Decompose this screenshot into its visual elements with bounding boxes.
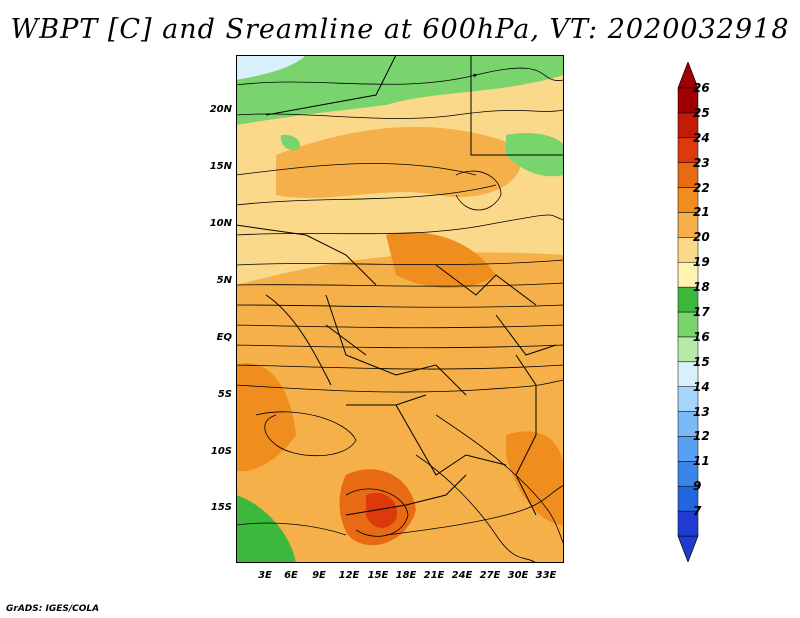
lon-label-6e: 6E xyxy=(284,570,298,581)
lon-label-27e: 27E xyxy=(479,570,501,581)
chart-title: WBPT [C] and Sreamline at 600hPa, VT: 20… xyxy=(10,14,790,45)
lat-label-10s: 10S xyxy=(210,446,232,457)
streamlines xyxy=(236,67,564,563)
colorbar-level-label: 15 xyxy=(693,354,710,369)
lon-label-24e: 24E xyxy=(451,570,473,581)
lon-label-30e: 30E xyxy=(507,570,529,581)
footer-credit: GrADS: IGES/COLA xyxy=(6,604,100,614)
colorbar-level-label: 20 xyxy=(693,230,710,245)
cool-southwest xyxy=(236,495,296,563)
lon-label-18e: 18E xyxy=(395,570,417,581)
lon-label-12e: 12E xyxy=(338,570,360,581)
warm-region-north xyxy=(276,126,522,198)
colorbar xyxy=(670,61,760,563)
hot-core-south xyxy=(366,492,397,528)
cold-northwest xyxy=(236,55,306,80)
cool-north-band xyxy=(236,55,564,125)
colorbar-level-label: 13 xyxy=(693,404,710,419)
colorbar-level-label: 11 xyxy=(693,454,710,469)
lon-label-3e: 3E xyxy=(258,570,272,581)
warm-region xyxy=(236,252,564,563)
colorbar-graphic xyxy=(677,61,699,563)
colorbar-level-label: 26 xyxy=(693,81,710,95)
colorbar-level-label: 23 xyxy=(693,155,710,170)
colorbar-level-label: 9 xyxy=(693,479,702,494)
colorbar-level-label: 18 xyxy=(693,280,710,295)
colorbar-swatch xyxy=(677,87,699,114)
lat-label-15n: 15N xyxy=(209,161,232,172)
country-borders xyxy=(236,55,564,516)
lat-label-5s: 5S xyxy=(217,389,232,400)
warm-core-central xyxy=(386,232,496,289)
colorbar-level-label: 17 xyxy=(693,305,710,319)
warm-east-coast xyxy=(506,431,564,525)
warm-west-coast xyxy=(236,363,296,472)
colorbar-level-label: 12 xyxy=(693,429,710,444)
colorbar-level-label: 7 xyxy=(693,504,702,519)
map-frame xyxy=(236,55,564,563)
lon-label-9e: 9E xyxy=(312,570,326,581)
colorbar-level-label: 22 xyxy=(693,180,710,195)
colorbar-level-label: 21 xyxy=(693,205,710,220)
lat-label-15s: 15S xyxy=(210,502,232,513)
colorbar-level-label: 19 xyxy=(693,255,710,270)
lon-label-33e: 33E xyxy=(535,570,557,581)
colorbar-level-label: 16 xyxy=(693,329,710,344)
lon-label-15e: 15E xyxy=(367,570,389,581)
lat-label-10n: 10N xyxy=(209,218,232,229)
lon-label-21e: 21E xyxy=(423,570,445,581)
lat-label-eq: EQ xyxy=(216,332,232,343)
cool-patch xyxy=(280,134,301,151)
map-panel xyxy=(236,55,564,563)
colorbar-level-label: 14 xyxy=(693,379,710,394)
lat-label-20n: 20N xyxy=(209,104,232,115)
wbpt-map xyxy=(236,55,564,563)
colorbar-level-label: 25 xyxy=(693,105,710,120)
colorbar-bottom-arrow xyxy=(677,535,699,563)
colorbar-level-label: 24 xyxy=(693,130,710,145)
lat-label-5n: 5N xyxy=(216,275,232,286)
